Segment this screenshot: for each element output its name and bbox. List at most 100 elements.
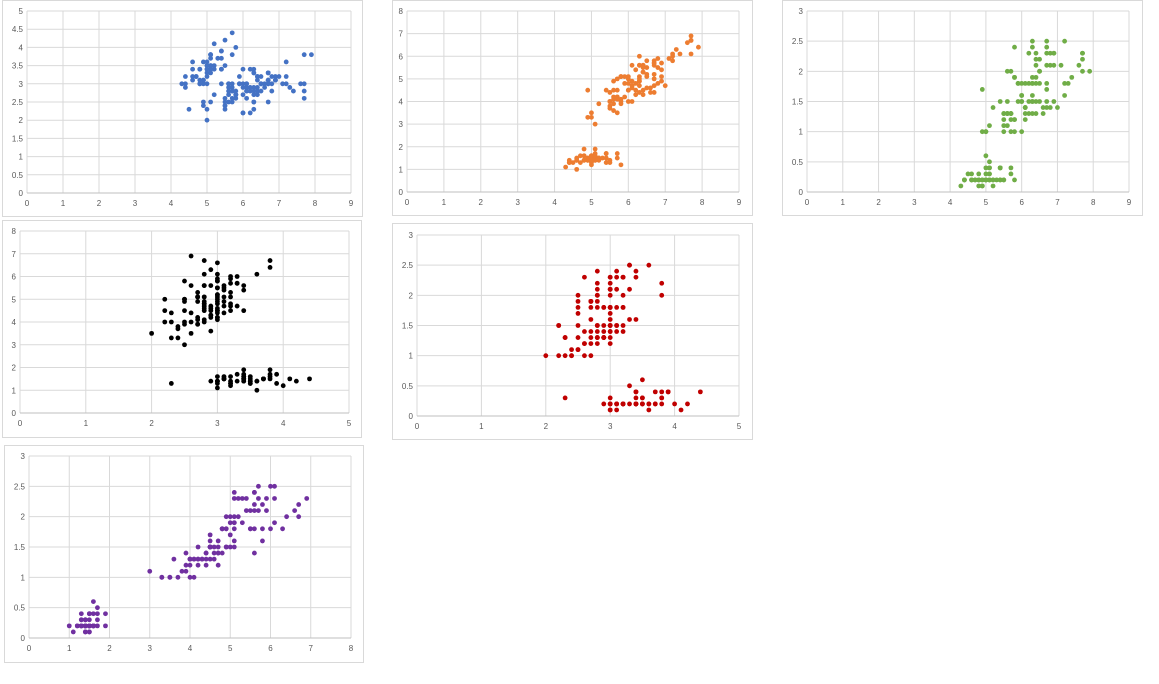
data-point [231,526,237,532]
data-point [607,401,613,407]
data-point [243,496,249,501]
y-tick-label: 4 [12,318,17,327]
data-point [575,298,581,304]
data-point [594,268,600,274]
data-point [201,294,207,300]
data-point [659,60,664,66]
y-tick-label: 0 [399,188,404,197]
data-point [258,74,264,79]
y-tick-label: 2 [12,364,17,373]
data-point [577,153,583,159]
data-point [226,81,232,87]
data-point [247,66,253,72]
data-point [1026,99,1032,104]
data-point [603,160,609,165]
data-point [987,159,992,165]
data-point [585,114,591,120]
data-point [627,286,632,292]
data-point [659,389,665,395]
data-point [149,330,155,336]
data-point [1044,38,1050,44]
data-point [280,383,286,389]
data-point [1040,111,1046,116]
data-point [1008,68,1014,74]
data-point [251,88,257,94]
data-point [969,177,974,183]
data-point [215,294,220,300]
data-point [665,389,671,395]
data-point [640,87,646,93]
data-point [168,381,174,386]
data-point [673,47,679,52]
data-point [247,508,253,513]
y-tick-label: 4 [399,98,404,107]
data-point [276,74,282,79]
data-point [575,323,581,328]
data-point [556,323,562,328]
data-point [592,121,598,127]
x-tick-label: 4 [169,199,174,208]
data-point [607,317,613,322]
data-point [640,65,646,70]
data-point [91,611,96,617]
x-tick-label: 8 [313,199,318,208]
y-tick-label: 2 [19,116,24,125]
data-point [309,52,314,58]
x-tick-label: 5 [737,422,742,431]
data-points [543,262,703,413]
data-point [183,74,188,79]
data-point [651,83,657,89]
data-point [589,157,594,163]
data-point [651,71,657,77]
data-point [620,329,626,334]
data-point [233,88,239,94]
data-point [262,85,267,90]
data-point [620,401,626,407]
data-point [1037,99,1042,104]
data-point [1033,99,1039,104]
x-tick-label: 7 [1055,198,1060,207]
data-point [231,544,237,550]
data-point [227,520,233,526]
data-point [575,311,581,316]
data-point [256,483,261,489]
data-point [86,629,92,635]
data-point [231,496,237,501]
y-tick-label: 2.5 [792,37,804,46]
x-tick-label: 4 [948,198,953,207]
data-point [589,153,594,159]
data-point [228,280,233,286]
data-point [622,81,628,86]
data-point [265,77,271,83]
data-point [252,526,257,532]
data-point [659,395,665,401]
data-point [240,66,246,72]
data-point [1012,44,1017,50]
data-point [607,311,613,316]
data-point [235,514,241,520]
data-point [261,376,266,382]
data-point [651,76,657,82]
data-point [95,605,100,611]
data-point [267,374,273,379]
data-point [159,574,165,580]
data-point [637,90,642,95]
data-point [1001,111,1007,116]
x-tick-label: 4 [672,422,677,431]
data-point [226,92,232,98]
data-point [183,550,189,556]
y-tick-label: 1.5 [14,543,26,552]
data-point [227,514,233,520]
data-point [574,157,580,163]
data-point [662,83,668,89]
y-tick-label: 2.5 [14,482,26,491]
data-point [1026,50,1032,56]
data-point [222,103,228,109]
x-tick-label: 1 [442,198,447,207]
data-point [644,65,650,70]
y-tick-label: 3.5 [12,62,24,71]
data-point [594,286,600,292]
data-point [203,562,209,568]
x-tick-label: 1 [84,419,89,428]
data-point [601,305,607,310]
